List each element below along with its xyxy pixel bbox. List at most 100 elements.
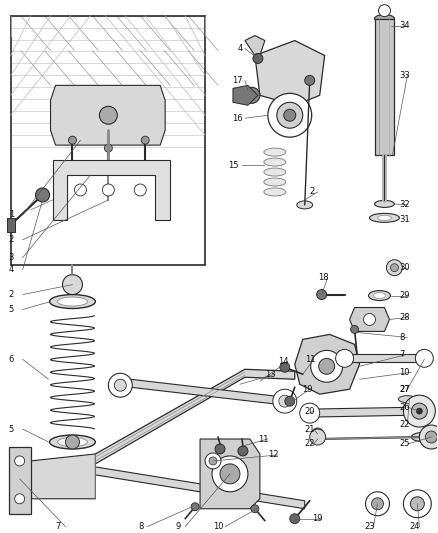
Text: 1: 1 bbox=[9, 211, 14, 220]
Text: 7: 7 bbox=[56, 522, 61, 531]
Circle shape bbox=[415, 349, 433, 367]
Ellipse shape bbox=[374, 293, 385, 298]
Circle shape bbox=[366, 492, 389, 516]
Polygon shape bbox=[345, 354, 424, 362]
Circle shape bbox=[141, 136, 149, 144]
Circle shape bbox=[104, 144, 112, 152]
Text: 8: 8 bbox=[399, 333, 405, 342]
Text: 26: 26 bbox=[399, 402, 410, 411]
Ellipse shape bbox=[57, 438, 88, 447]
Circle shape bbox=[14, 494, 25, 504]
Polygon shape bbox=[115, 379, 285, 405]
Polygon shape bbox=[95, 467, 305, 508]
Circle shape bbox=[191, 503, 199, 511]
Polygon shape bbox=[233, 85, 258, 106]
Text: 10: 10 bbox=[399, 368, 410, 377]
Text: 28: 28 bbox=[399, 313, 410, 322]
Text: 4: 4 bbox=[238, 44, 243, 53]
Circle shape bbox=[311, 350, 343, 382]
Ellipse shape bbox=[374, 200, 395, 207]
Circle shape bbox=[66, 435, 79, 449]
Circle shape bbox=[212, 456, 248, 492]
Circle shape bbox=[305, 75, 314, 85]
Polygon shape bbox=[7, 218, 14, 232]
Circle shape bbox=[273, 389, 297, 413]
Text: 33: 33 bbox=[399, 71, 410, 80]
Circle shape bbox=[285, 396, 295, 406]
Text: 34: 34 bbox=[399, 21, 410, 30]
Text: 24: 24 bbox=[410, 522, 420, 531]
Polygon shape bbox=[23, 454, 95, 499]
Ellipse shape bbox=[378, 215, 392, 220]
Circle shape bbox=[134, 184, 146, 196]
Circle shape bbox=[410, 401, 429, 421]
Polygon shape bbox=[310, 407, 419, 417]
Text: 2: 2 bbox=[310, 188, 315, 197]
Circle shape bbox=[417, 408, 422, 414]
Circle shape bbox=[68, 136, 77, 144]
Circle shape bbox=[215, 444, 225, 454]
Text: 15: 15 bbox=[228, 160, 238, 169]
Ellipse shape bbox=[57, 297, 88, 306]
Text: 30: 30 bbox=[399, 263, 410, 272]
Text: 14: 14 bbox=[278, 357, 288, 366]
Circle shape bbox=[386, 260, 403, 276]
Circle shape bbox=[205, 453, 221, 469]
Text: 19: 19 bbox=[312, 514, 322, 523]
Ellipse shape bbox=[264, 158, 286, 166]
Polygon shape bbox=[200, 439, 260, 508]
Polygon shape bbox=[50, 85, 165, 145]
Circle shape bbox=[390, 264, 399, 272]
Circle shape bbox=[336, 349, 353, 367]
Ellipse shape bbox=[264, 148, 286, 156]
Text: 22: 22 bbox=[305, 440, 315, 448]
Circle shape bbox=[425, 431, 437, 443]
Text: 7: 7 bbox=[399, 350, 405, 359]
Circle shape bbox=[290, 514, 300, 524]
Text: 8: 8 bbox=[138, 522, 144, 531]
Circle shape bbox=[268, 93, 312, 137]
Text: 16: 16 bbox=[232, 114, 243, 123]
Text: 21: 21 bbox=[305, 425, 315, 433]
Circle shape bbox=[279, 395, 291, 407]
Text: 5: 5 bbox=[9, 305, 14, 314]
Ellipse shape bbox=[368, 290, 390, 301]
Text: 20: 20 bbox=[305, 407, 315, 416]
Ellipse shape bbox=[411, 433, 433, 441]
Text: 32: 32 bbox=[399, 200, 410, 209]
Circle shape bbox=[277, 102, 303, 128]
Circle shape bbox=[317, 289, 327, 300]
Ellipse shape bbox=[89, 103, 127, 127]
Circle shape bbox=[35, 188, 49, 202]
Text: 6: 6 bbox=[9, 355, 14, 364]
Circle shape bbox=[220, 464, 240, 484]
Circle shape bbox=[319, 358, 335, 374]
Polygon shape bbox=[255, 41, 325, 106]
Circle shape bbox=[63, 274, 82, 295]
Circle shape bbox=[364, 313, 375, 326]
Polygon shape bbox=[350, 308, 389, 332]
Text: 4: 4 bbox=[9, 265, 14, 274]
Circle shape bbox=[251, 505, 259, 513]
Ellipse shape bbox=[374, 14, 395, 22]
Text: 27: 27 bbox=[399, 385, 410, 394]
Text: 3: 3 bbox=[9, 253, 14, 262]
Text: 29: 29 bbox=[399, 291, 410, 300]
Text: 10: 10 bbox=[213, 522, 223, 531]
Circle shape bbox=[209, 457, 217, 465]
Text: 27: 27 bbox=[399, 385, 410, 394]
Text: 5: 5 bbox=[9, 425, 14, 433]
Circle shape bbox=[403, 490, 431, 518]
Polygon shape bbox=[9, 447, 31, 514]
Ellipse shape bbox=[49, 295, 95, 309]
Circle shape bbox=[108, 373, 132, 397]
Circle shape bbox=[284, 109, 296, 121]
Text: 25: 25 bbox=[399, 440, 410, 448]
Text: 23: 23 bbox=[364, 522, 375, 531]
Text: 22: 22 bbox=[399, 419, 410, 429]
Circle shape bbox=[300, 403, 320, 423]
Circle shape bbox=[350, 326, 359, 334]
Circle shape bbox=[280, 362, 290, 372]
Circle shape bbox=[419, 425, 438, 449]
Text: 11: 11 bbox=[258, 434, 268, 443]
